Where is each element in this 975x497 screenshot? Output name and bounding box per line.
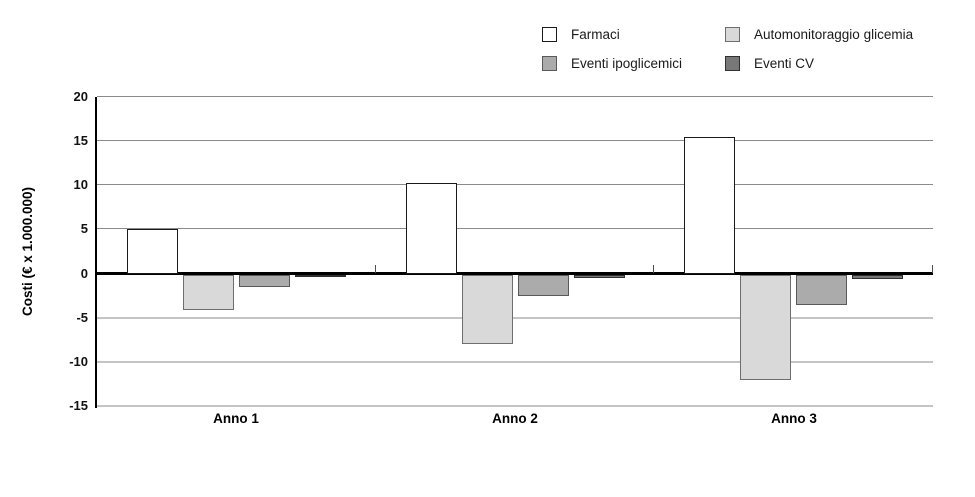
category-tick: [932, 264, 933, 273]
y-tick-label: 20: [73, 89, 88, 104]
legend-swatch-farmaci: [542, 26, 557, 42]
y-tick-label: 15: [73, 133, 88, 149]
category-label-anno-2: Anno 2: [492, 411, 538, 426]
legend-item-eventi-ipoglicemici: Eventi ipoglicemici: [542, 55, 682, 71]
y-tick-label: -15: [69, 398, 88, 413]
gridline: [97, 405, 933, 407]
legend-swatch-automonitoraggio-glicemia: [725, 26, 740, 42]
gridline: [97, 140, 933, 142]
gridline: [97, 96, 933, 97]
y-axis-line: [95, 97, 97, 408]
y-tick-label: 0: [80, 265, 88, 281]
gridline: [97, 184, 933, 186]
category-label-anno-1: Anno 1: [213, 411, 259, 426]
legend-swatch-eventi-ipoglicemici: [542, 55, 557, 71]
y-tick-label: -5: [76, 309, 88, 325]
legend-swatch-eventi-cv: [725, 55, 740, 71]
bar-automonitoraggio-glicemia: [182, 274, 234, 310]
legend-label: Farmaci: [571, 26, 620, 42]
bar-farmaci: [684, 136, 736, 274]
category-label-anno-3: Anno 3: [771, 411, 817, 426]
legend-item-farmaci: Farmaci: [542, 26, 620, 42]
legend-label: Automonitoraggio glicemia: [754, 26, 914, 42]
bar-eventi-cv: [852, 274, 904, 279]
bar-eventi-cv: [573, 274, 625, 279]
y-axis-title: Costi (€ x 1.000.000): [20, 186, 36, 317]
bar-automonitoraggio-glicemia: [740, 274, 792, 380]
bar-eventi-ipoglicemici: [238, 274, 290, 287]
gridline: [97, 228, 933, 230]
category-tick: [653, 264, 655, 273]
y-tick-label: 5: [80, 221, 88, 237]
y-tick-label: -10: [69, 353, 88, 369]
bar-eventi-ipoglicemici: [517, 274, 569, 296]
bar-automonitoraggio-glicemia: [461, 274, 513, 345]
bar-farmaci: [126, 229, 178, 274]
category-tick: [374, 264, 376, 273]
bar-eventi-ipoglicemici: [796, 274, 848, 305]
gridline: [97, 360, 933, 363]
legend-item-automonitoraggio-glicemia: Automonitoraggio glicemia: [725, 26, 913, 42]
bar-eventi-cv: [294, 274, 346, 278]
legend-item-eventi-cv: Eventi CV: [725, 55, 814, 71]
x-axis-line: [95, 272, 933, 276]
gridline: [97, 316, 933, 319]
bar-farmaci: [405, 182, 457, 274]
legend-label: Eventi CV: [754, 55, 815, 71]
legend-label: Eventi ipoglicemici: [571, 55, 683, 71]
y-tick-label: 10: [73, 177, 88, 193]
